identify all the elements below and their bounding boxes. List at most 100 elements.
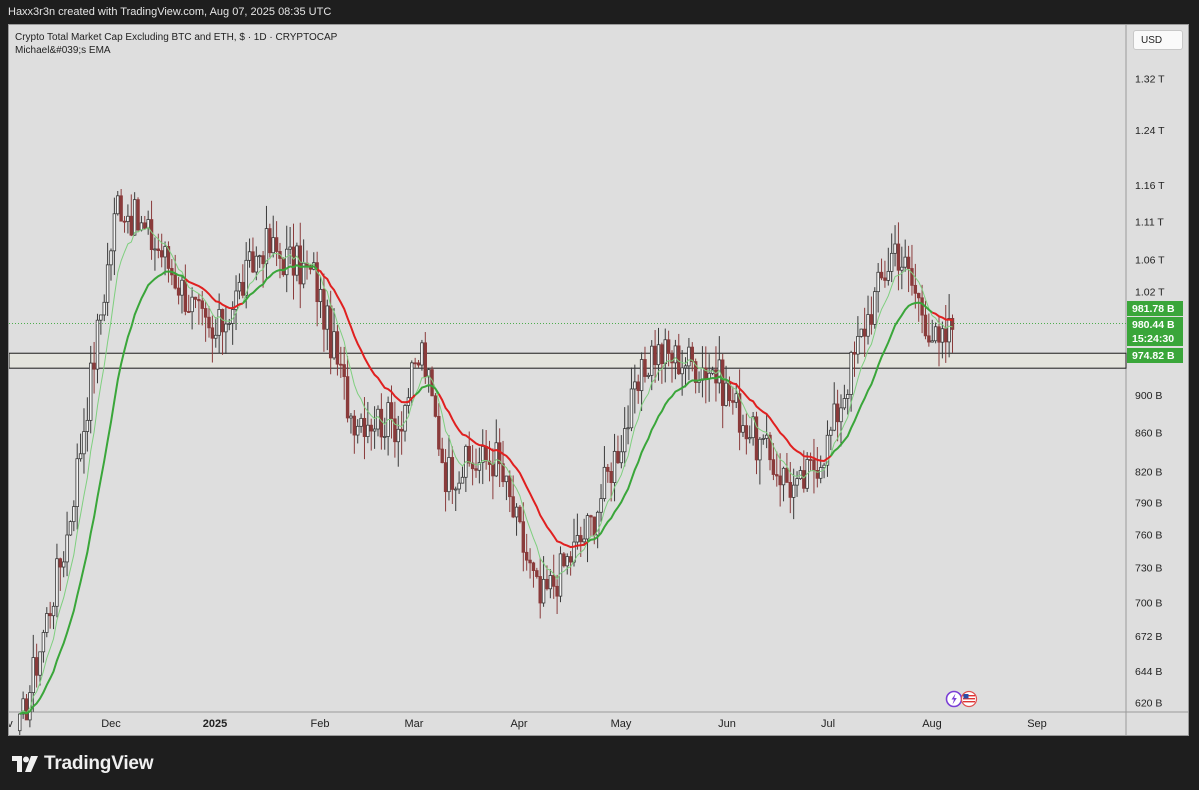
- candle: [55, 543, 59, 618]
- candle: [900, 246, 904, 290]
- candle: [940, 321, 945, 359]
- candle: [764, 412, 769, 449]
- price-tick-label: 820 B: [1135, 467, 1162, 479]
- candle: [51, 602, 56, 630]
- support-zone-layer: [9, 352, 1127, 369]
- candle: [497, 428, 502, 488]
- candle: [447, 435, 451, 501]
- candle: [842, 384, 847, 411]
- candle: [758, 436, 762, 485]
- footer-bar: TradingView: [0, 738, 1199, 790]
- candle: [903, 239, 907, 272]
- candle: [595, 510, 600, 549]
- candle: [501, 440, 505, 488]
- candle: [731, 386, 735, 415]
- candle: [612, 433, 617, 502]
- candle: [85, 397, 90, 452]
- candle: [325, 299, 329, 351]
- candle: [555, 574, 559, 615]
- candle: [470, 444, 475, 486]
- price-tick-label: 1.02 T: [1135, 286, 1165, 298]
- candle: [180, 275, 184, 314]
- candle: [920, 284, 924, 334]
- candle: [846, 389, 850, 415]
- candle: [518, 505, 522, 524]
- candle: [886, 247, 890, 286]
- price-label-text: 981.78 B: [1132, 303, 1175, 315]
- candle: [197, 293, 201, 325]
- chart-frame[interactable]: 1.32 T 1.24 T 1.16 T 1.11 T 1.06 T 1.02 T 900 …: [8, 24, 1189, 736]
- candle: [301, 239, 306, 289]
- candle: [332, 308, 336, 360]
- candle: [643, 346, 647, 383]
- tradingview-logo[interactable]: TradingView: [12, 753, 154, 775]
- tradingview-logo-icon: [12, 756, 38, 772]
- candle: [237, 273, 242, 300]
- candle: [305, 250, 309, 280]
- candle: [163, 241, 167, 276]
- candle: [426, 368, 431, 393]
- candle: [423, 332, 427, 384]
- candle: [82, 408, 86, 474]
- candle: [399, 411, 404, 455]
- candle: [876, 263, 880, 313]
- price-label-box: [1127, 348, 1183, 363]
- candle: [754, 411, 759, 475]
- candle: [690, 342, 694, 372]
- candle: [214, 317, 218, 348]
- candle: [565, 553, 569, 575]
- candle: [896, 222, 901, 291]
- candle: [393, 401, 397, 458]
- candle: [18, 713, 22, 735]
- price-tick-label: 760 B: [1135, 529, 1162, 541]
- candle: [575, 513, 580, 550]
- currency-button[interactable]: USD: [1133, 30, 1183, 50]
- lightning-icon[interactable]: [945, 690, 963, 708]
- candle: [889, 233, 894, 283]
- candle: [927, 313, 931, 347]
- candle: [879, 258, 884, 281]
- event-icons[interactable]: [945, 689, 979, 714]
- time-axis: ov Dec 2025 Feb Mar Apr May Jun Jul Aug Sep: [9, 718, 1047, 730]
- candle: [295, 242, 299, 282]
- candle: [58, 557, 63, 591]
- ema-slow-line: [437, 393, 589, 549]
- candle: [724, 365, 728, 407]
- candle: [677, 333, 681, 375]
- us-flag-icon[interactable]: [960, 690, 978, 708]
- candle: [254, 246, 259, 281]
- candle: [187, 294, 191, 314]
- candle: [420, 339, 424, 371]
- candle: [92, 341, 96, 394]
- candle: [636, 374, 640, 404]
- candle: [808, 452, 813, 472]
- candle: [552, 554, 556, 599]
- candle: [734, 382, 738, 409]
- candle: [457, 471, 461, 494]
- candle: [589, 514, 593, 537]
- ema-slow-line: [316, 268, 416, 404]
- candle: [278, 242, 282, 279]
- price-tick-label: 1.32 T: [1135, 74, 1165, 86]
- candle: [315, 251, 319, 327]
- candle: [281, 257, 286, 277]
- candle: [835, 389, 840, 442]
- candle: [89, 345, 93, 434]
- candle: [95, 313, 100, 384]
- candle: [146, 210, 150, 235]
- candle: [639, 352, 644, 412]
- candle: [737, 369, 742, 451]
- candle: [366, 401, 370, 444]
- price-chart[interactable]: 1.32 T 1.24 T 1.16 T 1.11 T 1.06 T 1.02 T 900 …: [9, 25, 1189, 736]
- candle: [369, 418, 373, 451]
- ema-slow-line: [19, 270, 187, 715]
- price-label-box: [1127, 317, 1183, 332]
- candle: [291, 223, 296, 300]
- candle: [771, 443, 776, 481]
- ema-slow-line: [729, 380, 832, 463]
- candle: [21, 691, 25, 719]
- candle: [785, 452, 789, 483]
- candle: [545, 565, 549, 591]
- candle: [339, 346, 343, 378]
- candle: [349, 413, 353, 434]
